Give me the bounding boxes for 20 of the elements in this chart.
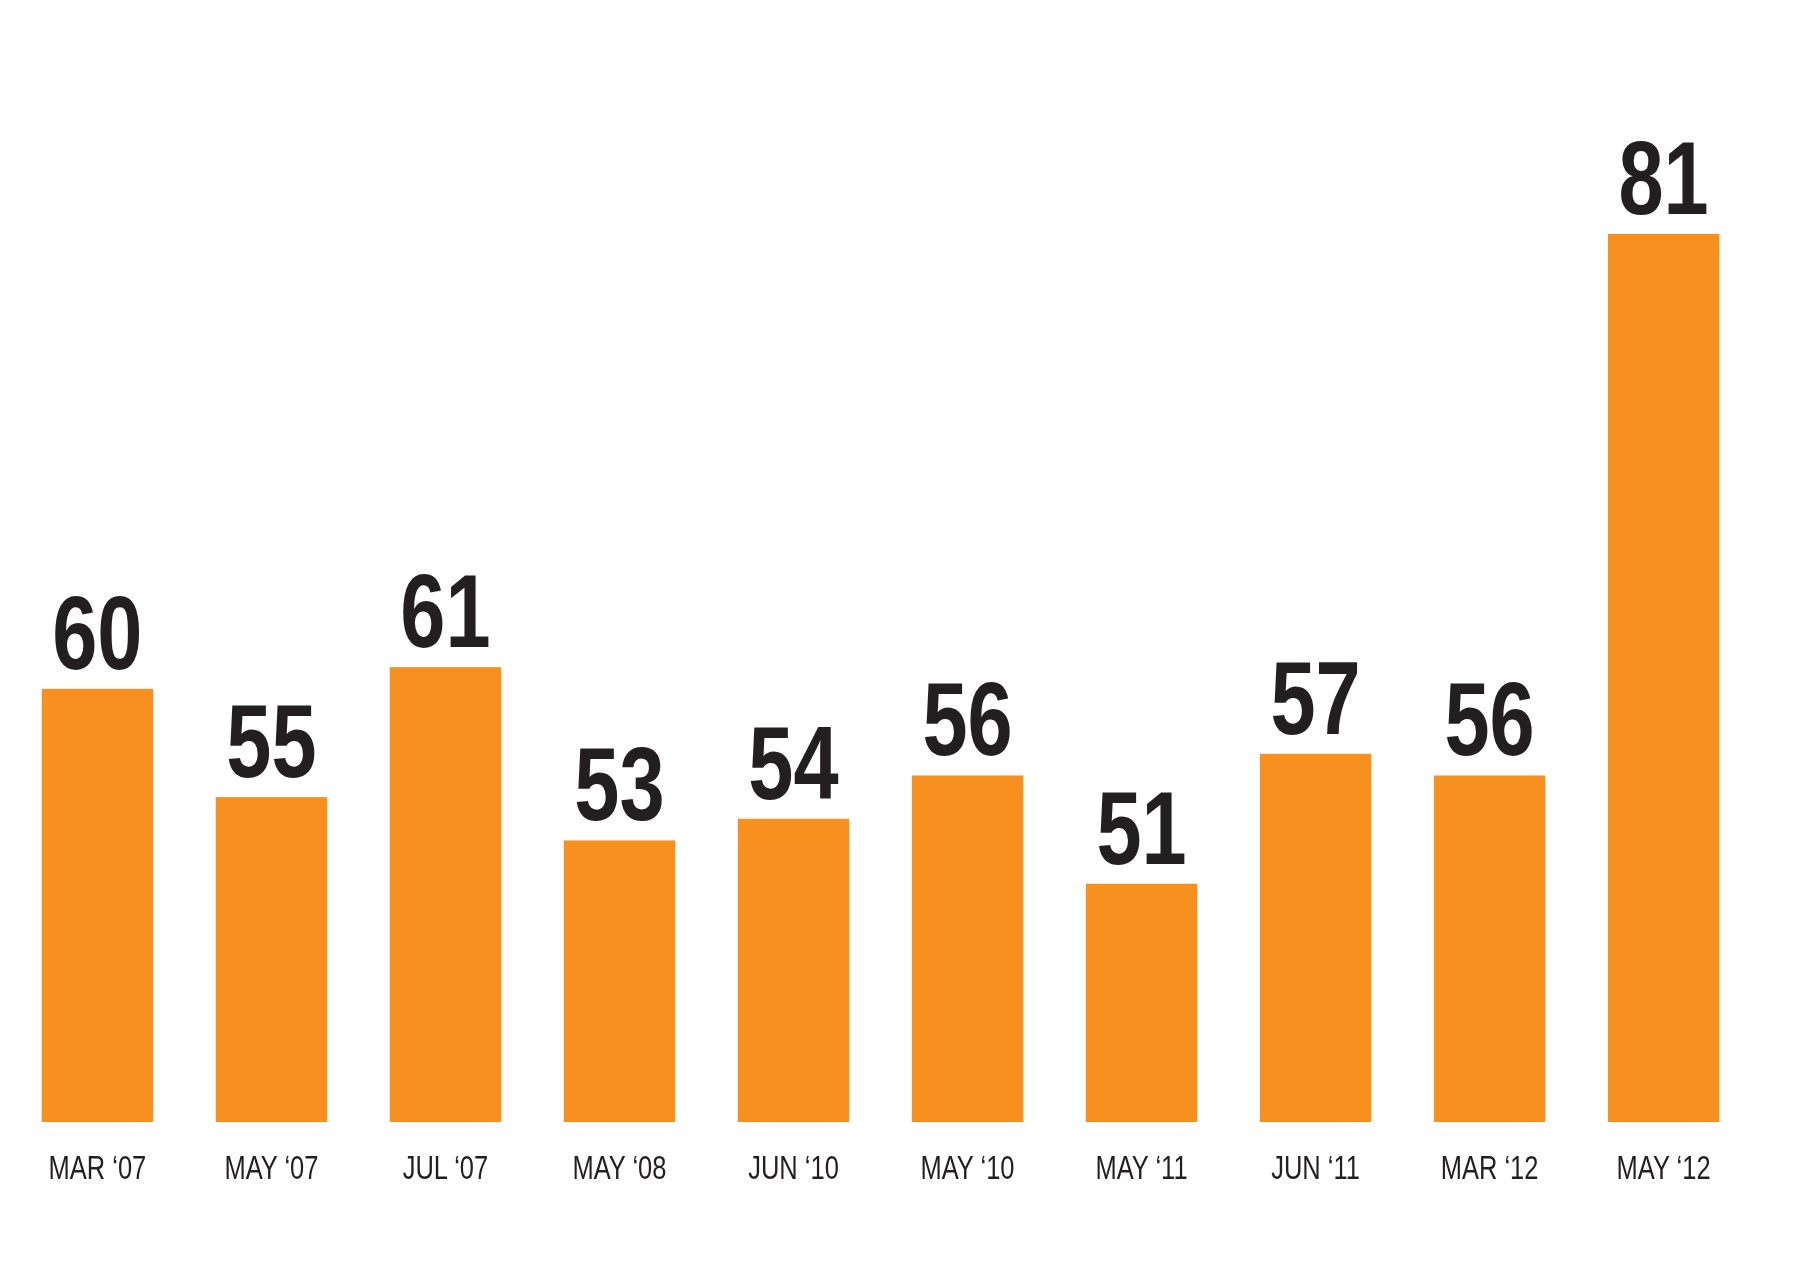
data-label: 81 [1618,120,1709,237]
data-label: 56 [922,661,1013,778]
x-tick-label: JUL ‘07 [402,1148,489,1186]
x-tick-label: MAY ‘11 [1095,1148,1188,1186]
x-tick-label: JUN ‘10 [748,1148,839,1186]
x-tick-label: MAY ‘10 [920,1148,1015,1186]
data-label: 51 [1096,770,1187,887]
data-label: 61 [400,553,491,670]
data-label: 54 [748,705,839,822]
x-tick-label: MAY ‘12 [1616,1148,1711,1186]
x-tick-label: MAY ‘07 [224,1148,319,1186]
data-label: 56 [1444,661,1535,778]
x-tick-label: MAR ‘07 [48,1148,147,1186]
x-tick-label: MAR ‘12 [1440,1148,1539,1186]
data-label: 53 [574,726,665,843]
x-tick-label: JUN ‘11 [1271,1148,1360,1186]
data-label: 55 [226,683,317,800]
data-label: 60 [52,575,143,692]
x-tick-label: MAY ‘08 [572,1148,667,1186]
data-label: 57 [1270,640,1361,757]
